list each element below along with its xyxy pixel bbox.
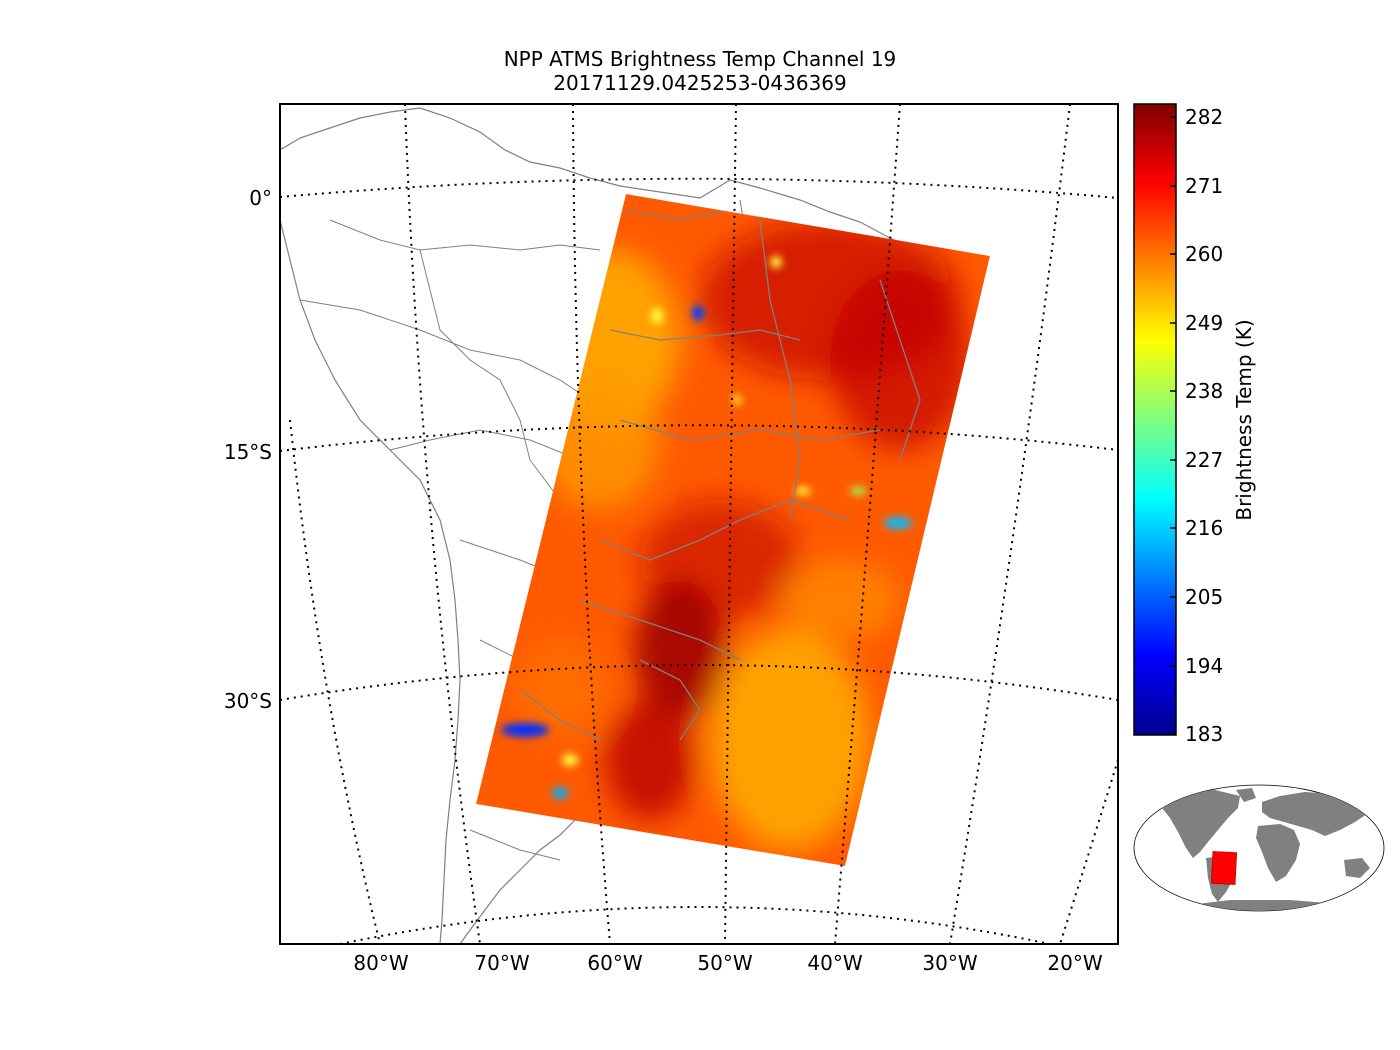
inset-swath-marker — [1210, 851, 1238, 885]
lon-label-50w: 50°W — [697, 951, 752, 975]
colorbar-tick-194: 194 — [1185, 654, 1223, 678]
map-frame — [279, 103, 1119, 945]
inset-north-america — [1160, 790, 1240, 858]
colorbar-tick-227: 227 — [1185, 448, 1223, 472]
colorbar-tick-216: 216 — [1185, 516, 1223, 540]
lon-label-20w: 20°W — [1047, 951, 1102, 975]
lon-label-60w: 60°W — [587, 951, 642, 975]
colorbar-tick-282: 282 — [1185, 105, 1223, 129]
inset-europe-asia — [1262, 792, 1370, 836]
lon-label-30w: 30°W — [922, 951, 977, 975]
brightness-swath — [476, 194, 990, 866]
colorbar-tick-260: 260 — [1185, 242, 1223, 266]
inset-greenland — [1236, 788, 1256, 802]
colorbar-tick-238: 238 — [1185, 379, 1223, 403]
colorbar-tick-271: 271 — [1185, 174, 1223, 198]
colorbar-tick-249: 249 — [1185, 311, 1223, 335]
lon-label-40w: 40°W — [807, 951, 862, 975]
colorbar: 282 271 260 249 238 227 216 205 194 183 … — [1133, 103, 1256, 746]
inset-world-map — [1133, 784, 1385, 912]
andes-west-coastline — [280, 219, 461, 944]
inset-australia — [1344, 858, 1370, 878]
plot-title: NPP ATMS Brightness Temp Channel 19 — [503, 47, 897, 71]
colorbar-tick-183: 183 — [1185, 722, 1223, 746]
inset-africa — [1256, 824, 1300, 882]
colorbar-tick-205: 205 — [1185, 585, 1223, 609]
lon-label-80w: 80°W — [353, 951, 408, 975]
colorbar-label: Brightness Temp (K) — [1232, 319, 1256, 520]
lat-label-0: 0° — [249, 186, 272, 210]
plot-subtitle: 20171129.0425253-0436369 — [553, 71, 847, 95]
map-area — [280, 104, 1118, 944]
colorbar-scale — [1133, 103, 1177, 736]
graticule — [280, 104, 1118, 944]
lat-label-30s: 30°S — [224, 689, 272, 713]
lat-label-15s: 15°S — [224, 440, 272, 464]
lon-label-70w: 70°W — [474, 951, 529, 975]
